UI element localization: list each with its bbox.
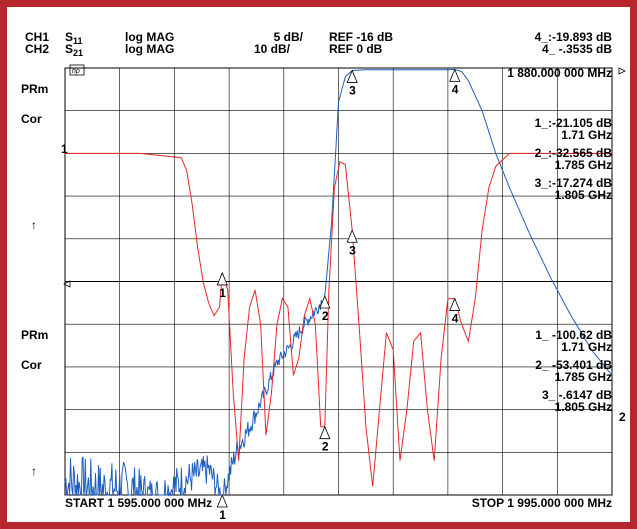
ch1-marker1-freq: 1.71 GHz (561, 128, 612, 142)
ch1-cor-label: Cor (21, 112, 42, 126)
s21-marker-2-label: 2 (322, 309, 329, 323)
ch2-active-marker-readout: 4_ -.3535 dB (542, 42, 612, 56)
ch2-reference: REF 0 dB (329, 42, 383, 56)
ch2-cor-label: Cor (21, 358, 42, 372)
s11-marker-1-label: 1 (219, 286, 226, 300)
s21-marker-1-label: 1 (219, 508, 226, 522)
ch1-marker2-freq: 1.785 GHz (555, 158, 612, 172)
graticule (65, 68, 612, 495)
s11-marker-4-label: 4 (452, 312, 459, 326)
ch1-prm-label: PRm (21, 82, 48, 96)
s11-marker-3-label: 3 (349, 243, 356, 257)
ch2-marker2-freq: 1.785 GHz (555, 370, 612, 384)
ch2-scale: 10 dB/ (254, 42, 291, 56)
ch2-up-arrow-icon: ↑ (31, 464, 37, 478)
ch1-marker3-freq: 1.805 GHz (555, 188, 612, 202)
ch2-marker1-freq: 1.71 GHz (561, 340, 612, 354)
s21-marker-4-label: 4 (452, 82, 459, 96)
start-frequency: START 1 595.000 000 MHz (65, 496, 212, 510)
network-analyzer-display: CH1 CH2 S11 S21 log MAG log MAG 5 dB/ 10… (7, 7, 630, 522)
ch2-marker3-freq: 1.805 GHz (555, 400, 612, 414)
s11-marker-4-triangle (450, 299, 460, 311)
ch2-end-label: 2 (619, 410, 626, 424)
s11-marker-2-label: 2 (322, 440, 329, 454)
s11-marker-2-triangle (320, 427, 330, 439)
ch2-label: CH2 (25, 42, 49, 56)
ch2-prm-label: PRm (21, 328, 48, 342)
s21-marker-3-label: 3 (349, 84, 356, 98)
s21-marker-1-triangle (217, 495, 227, 507)
s11-marker-3-triangle (347, 230, 357, 242)
ch2-format: log MAG (125, 42, 174, 56)
ch1-up-arrow-icon: ↑ (31, 218, 37, 232)
stop-frequency: STOP 1 995.000 000 MHz (472, 496, 612, 510)
ch1-reference-pointer-icon (619, 68, 625, 74)
hp-logo-icon: hp (70, 65, 84, 75)
s11-marker-1-triangle (217, 273, 227, 285)
svg-text:hp: hp (72, 68, 80, 75)
s21-marker-3-triangle (347, 71, 357, 83)
s21-marker-4-triangle (450, 69, 460, 81)
